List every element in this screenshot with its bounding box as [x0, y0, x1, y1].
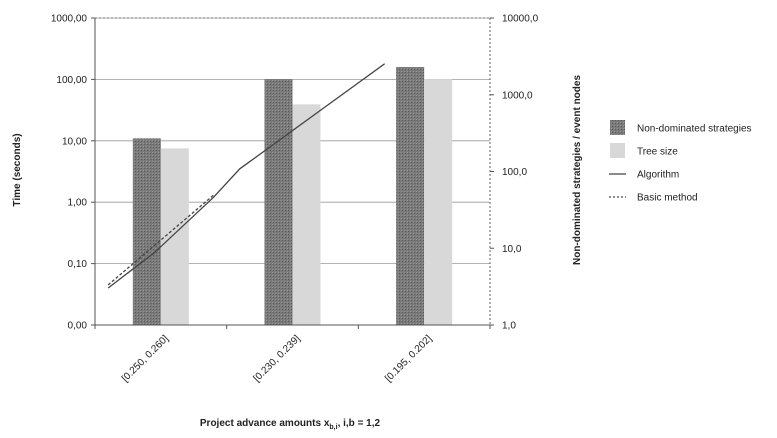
legend-label: Tree size — [637, 147, 678, 158]
legend-label: Basic method — [637, 193, 698, 204]
y-axis-right-title: Non-dominated strategies / event nodes — [572, 75, 583, 265]
bar-non-dominated-strategies — [264, 79, 293, 325]
legend-swatch-tree-size — [610, 143, 625, 158]
y-axis-left-title: Time (seconds) — [12, 133, 23, 206]
bar-non-dominated-strategies — [396, 66, 425, 325]
y-left-tick-label: 0,00 — [68, 321, 88, 332]
line-basic-method — [107, 194, 214, 286]
line-algorithm — [107, 63, 386, 289]
y-left-tick-label: 1000,00 — [51, 14, 88, 25]
bar-non-dominated-strategies — [132, 138, 161, 325]
legend-swatch-non-dominated — [610, 120, 625, 135]
y-right-tick-label: 10000,0 — [502, 14, 539, 25]
legend-label: Algorithm — [637, 170, 679, 181]
y-left-tick-label: 10,00 — [62, 136, 87, 147]
bar-layer — [132, 66, 453, 325]
x-tick-label: [0.195, 0.202] — [383, 333, 434, 384]
x-axis-title-subscript: b,i — [329, 424, 337, 431]
legend: Non-dominated strategies Tree size Algorit… — [609, 120, 752, 204]
x-axis-title: Project advance amounts xb,i, i,b = 1,2 — [200, 418, 381, 431]
y-right-tick-label: 10,0 — [502, 244, 522, 255]
line-layer — [107, 63, 386, 289]
y-right-tick-label: 100,0 — [502, 167, 527, 178]
bar-tree-size — [160, 148, 189, 325]
bar-tree-size — [424, 79, 453, 325]
y-left-tick-label: 1,00 — [68, 198, 88, 209]
x-tick-label: [0.230, 0.239] — [252, 333, 303, 384]
x-axis-title-tail: , i,b = 1,2 — [338, 418, 381, 429]
bar-tree-size — [292, 104, 321, 325]
x-tick-label: [0.250, 0.260] — [120, 333, 171, 384]
y-right-tick-label: 1000,0 — [502, 90, 533, 101]
y-left-tick-label: 0,10 — [68, 259, 88, 270]
x-axis-title-main: Project advance amounts x — [200, 418, 330, 429]
y-left-tick-label: 100,00 — [56, 75, 87, 86]
y-right-tick-label: 1,0 — [502, 321, 516, 332]
legend-label: Non-dominated strategies — [637, 124, 752, 135]
